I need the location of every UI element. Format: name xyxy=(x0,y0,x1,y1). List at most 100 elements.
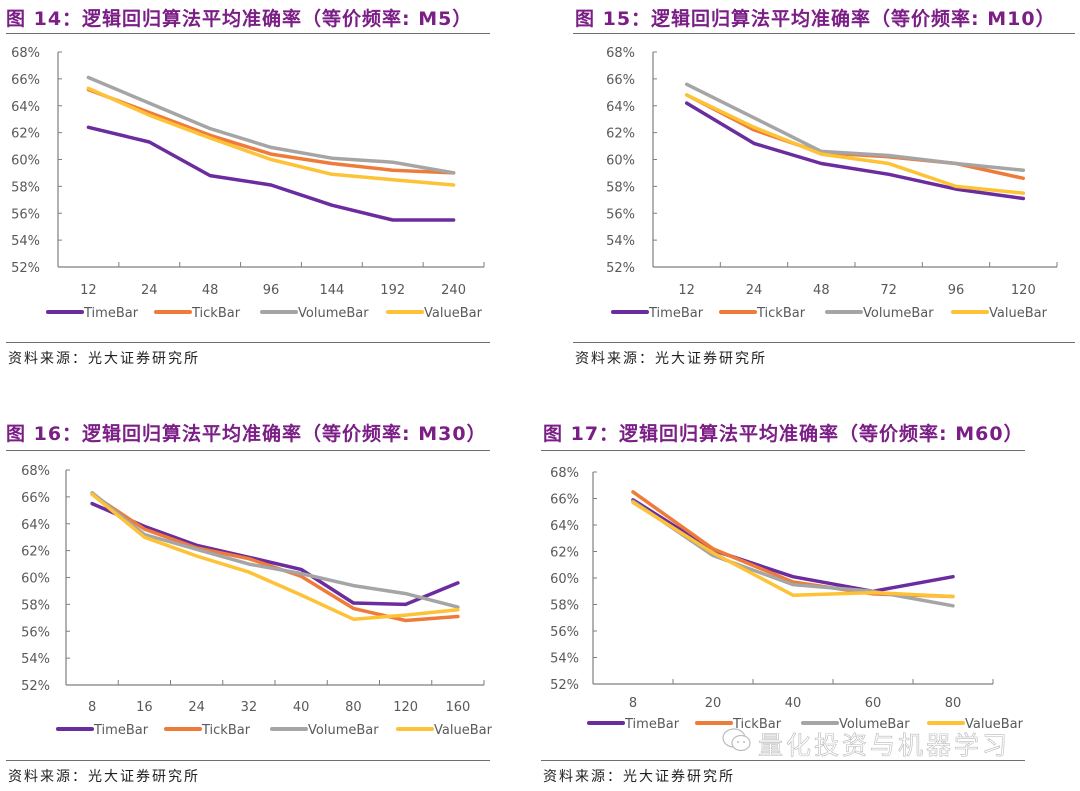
source-divider xyxy=(6,760,490,761)
title-divider xyxy=(6,450,490,451)
y-tick-label: 62% xyxy=(21,545,50,560)
source-note: 资料来源：光大证券研究所 xyxy=(575,348,767,368)
y-tick-label: 52% xyxy=(606,261,635,276)
legend-item-volumebar: VolumeBar xyxy=(801,717,910,732)
x-tick-label: 24 xyxy=(188,700,205,715)
series-line-timebar xyxy=(684,101,1026,201)
figure-15-panel: 图 15：逻辑回归算法平均准确率（等价频率: M10） 52% 54% 56% 58%… xyxy=(573,0,1077,370)
x-tick-label: 40 xyxy=(293,700,310,715)
x-tick-label: 96 xyxy=(263,283,280,298)
y-tick-label: 56% xyxy=(606,207,635,222)
y-tick-label: 60% xyxy=(21,572,50,587)
legend-item-timebar: TimeBar xyxy=(611,306,704,321)
x-tick-label: 24 xyxy=(746,283,763,298)
y-tick-label: 62% xyxy=(606,127,635,142)
series-line-timebar xyxy=(631,498,955,594)
figure-17-panel: 图 17：逻辑回归算法平均准确率（等价频率: M60） 52% 54% 56% 58%… xyxy=(541,410,1041,791)
x-tick-label: 96 xyxy=(948,283,965,298)
legend-label: TimeBar xyxy=(624,717,680,732)
line-chart: 52% 54% 56% 58% 60% 62% 64% 66% 68% 8 20 40 60 80 Time… xyxy=(550,466,1023,732)
figure-title: 图 17：逻辑回归算法平均准确率（等价频率: M60） xyxy=(543,423,1024,445)
source-label: 资料来源： xyxy=(543,769,623,785)
figure-16-panel: 图 16：逻辑回归算法平均准确率（等价频率: M30） 52% 54% 56% 58%… xyxy=(6,410,500,791)
y-tick-label: 58% xyxy=(550,599,579,614)
legend-label: ValueBar xyxy=(424,306,483,321)
y-tick-label: 60% xyxy=(11,154,40,169)
x-tick-label: 60 xyxy=(865,696,882,711)
legend-item-valuebar: ValueBar xyxy=(396,723,493,738)
legend-item-valuebar: ValueBar xyxy=(386,306,483,321)
title-divider xyxy=(6,33,490,34)
legend-label: TimeBar xyxy=(648,306,704,321)
y-tick-label: 54% xyxy=(606,234,635,249)
legend-label: VolumeBar xyxy=(298,306,369,321)
series-line-volumebar xyxy=(90,491,460,609)
y-tick-label: 66% xyxy=(21,491,50,506)
y-tick-label: 68% xyxy=(606,46,635,61)
legend-label: TickBar xyxy=(191,306,241,321)
y-tick-label: 64% xyxy=(21,518,50,533)
legend-label: VolumeBar xyxy=(839,717,910,732)
series-line-timebar xyxy=(90,501,460,607)
legend-label: TickBar xyxy=(201,723,251,738)
legend-label: TickBar xyxy=(756,306,806,321)
y-tick-label: 64% xyxy=(11,100,40,115)
legend-item-volumebar: VolumeBar xyxy=(270,723,379,738)
legend-label: VolumeBar xyxy=(863,306,934,321)
x-tick-label: 32 xyxy=(241,700,258,715)
source-divider xyxy=(541,760,1025,761)
y-tick-label: 68% xyxy=(21,464,50,479)
y-tick-label: 68% xyxy=(550,466,579,481)
x-tick-label: 40 xyxy=(785,696,802,711)
source-note: 资料来源：光大证券研究所 xyxy=(8,766,200,786)
y-tick-label: 64% xyxy=(606,100,635,115)
legend-item-volumebar: VolumeBar xyxy=(825,306,934,321)
figure-title: 图 14：逻辑回归算法平均准确率（等价频率: M5） xyxy=(6,8,473,30)
x-tick-label: 160 xyxy=(445,700,470,715)
series-line-tickbar xyxy=(90,492,460,623)
legend-label: TimeBar xyxy=(93,723,149,738)
x-tick-label: 120 xyxy=(393,700,418,715)
source-note: 资料来源：光大证券研究所 xyxy=(8,348,200,368)
y-tick-label: 56% xyxy=(21,625,50,640)
legend-item-tickbar: TickBar xyxy=(719,306,806,321)
x-tick-label: 72 xyxy=(880,283,897,298)
y-tick-label: 66% xyxy=(606,73,635,88)
source-name: 光大证券研究所 xyxy=(88,769,200,785)
y-tick-label: 68% xyxy=(11,46,40,61)
title-divider xyxy=(573,33,1075,34)
y-tick-label: 60% xyxy=(606,154,635,169)
y-tick-label: 62% xyxy=(11,127,40,142)
legend-item-timebar: TimeBar xyxy=(587,717,680,732)
line-chart: 52% 54% 56% 58% 60% 62% 64% 66% 68% 12 24 48 72 96 120… xyxy=(606,46,1058,321)
legend-item-valuebar: ValueBar xyxy=(951,306,1048,321)
source-note: 资料来源：光大证券研究所 xyxy=(543,766,735,786)
y-tick-label: 64% xyxy=(550,519,579,534)
figure-title: 图 15：逻辑回归算法平均准确率（等价频率: M10） xyxy=(575,8,1056,30)
x-tick-label: 12 xyxy=(678,283,695,298)
y-tick-label: 52% xyxy=(11,261,40,276)
watermark-text: 量化投资与机器学习 xyxy=(758,731,1011,761)
source-divider xyxy=(6,342,490,343)
x-tick-label: 48 xyxy=(813,283,830,298)
series-line-valuebar xyxy=(684,93,1026,195)
y-tick-label: 58% xyxy=(606,180,635,195)
legend-item-timebar: TimeBar xyxy=(46,306,139,321)
y-tick-label: 66% xyxy=(11,73,40,88)
source-name: 光大证券研究所 xyxy=(88,351,200,367)
y-tick-label: 56% xyxy=(550,625,579,640)
x-tick-label: 144 xyxy=(319,283,344,298)
legend-label: VolumeBar xyxy=(308,723,379,738)
x-tick-label: 20 xyxy=(705,696,722,711)
x-tick-label: 80 xyxy=(945,696,962,711)
x-tick-label: 24 xyxy=(141,283,158,298)
x-tick-label: 80 xyxy=(345,700,362,715)
legend-item-tickbar: TickBar xyxy=(164,723,251,738)
title-divider xyxy=(541,450,1025,451)
figure-14-panel: 图 14：逻辑回归算法平均准确率（等价频率: M5） 52% 54% 56% 58% 6… xyxy=(6,0,500,370)
series-line-valuebar xyxy=(90,492,460,621)
line-chart: 52% 54% 56% 58% 60% 62% 64% 66% 68% 12 24 48 96 144 19… xyxy=(11,46,485,321)
figure-title: 图 16：逻辑回归算法平均准确率（等价频率: M30） xyxy=(6,423,487,445)
x-tick-label: 8 xyxy=(629,696,637,711)
wechat-icon xyxy=(722,728,751,752)
